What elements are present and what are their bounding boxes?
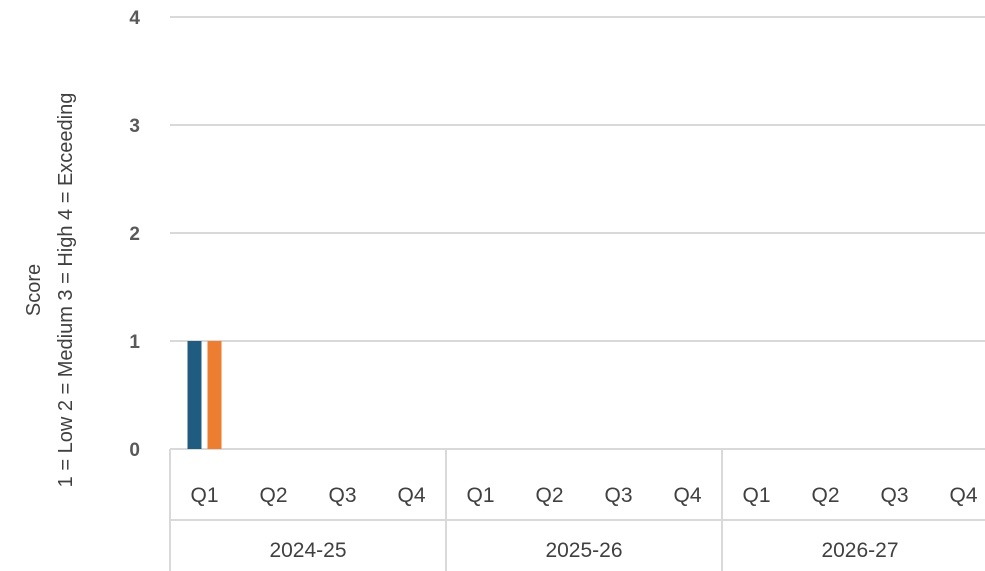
y-tick-label: 1	[129, 332, 140, 353]
x-group-label: 2024-25	[269, 539, 346, 562]
y-axis-ticks: 0 1 2 3 4	[129, 8, 140, 461]
x-category-label: Q1	[190, 484, 218, 507]
x-category-label: Q1	[742, 484, 770, 507]
gridlines	[170, 16, 985, 450]
bar	[207, 341, 222, 449]
y-axis-label-line-2: 1 = Low 2 = Medium 3 = High 4 = Exceedin…	[55, 93, 77, 488]
x-category-label: Q2	[259, 484, 287, 507]
x-group-label: 2026-27	[821, 539, 898, 562]
y-tick-label: 4	[129, 8, 140, 29]
x-category-label: Q2	[811, 484, 839, 507]
x-category-label: Q4	[397, 484, 425, 507]
x-axis: Q1 Q2 Q3 Q4 Q1 Q2 Q3 Q4 Q1 Q2 Q3 Q4 2024-25 2025-26 20…	[169, 449, 985, 571]
x-category-label: Q4	[949, 484, 977, 507]
x-category-label: Q3	[328, 484, 356, 507]
x-category-label: Q3	[604, 484, 632, 507]
bars	[187, 341, 222, 449]
x-category-label: Q2	[535, 484, 563, 507]
x-category-label: Q3	[880, 484, 908, 507]
x-category-label: Q4	[673, 484, 701, 507]
bar	[187, 341, 202, 449]
y-tick-label: 0	[129, 440, 140, 461]
x-group-label: 2025-26	[545, 539, 622, 562]
y-tick-label: 2	[129, 224, 140, 245]
y-axis-label-line-1: Score	[23, 264, 45, 316]
y-tick-label: 3	[129, 116, 140, 137]
x-category-label: Q1	[466, 484, 494, 507]
